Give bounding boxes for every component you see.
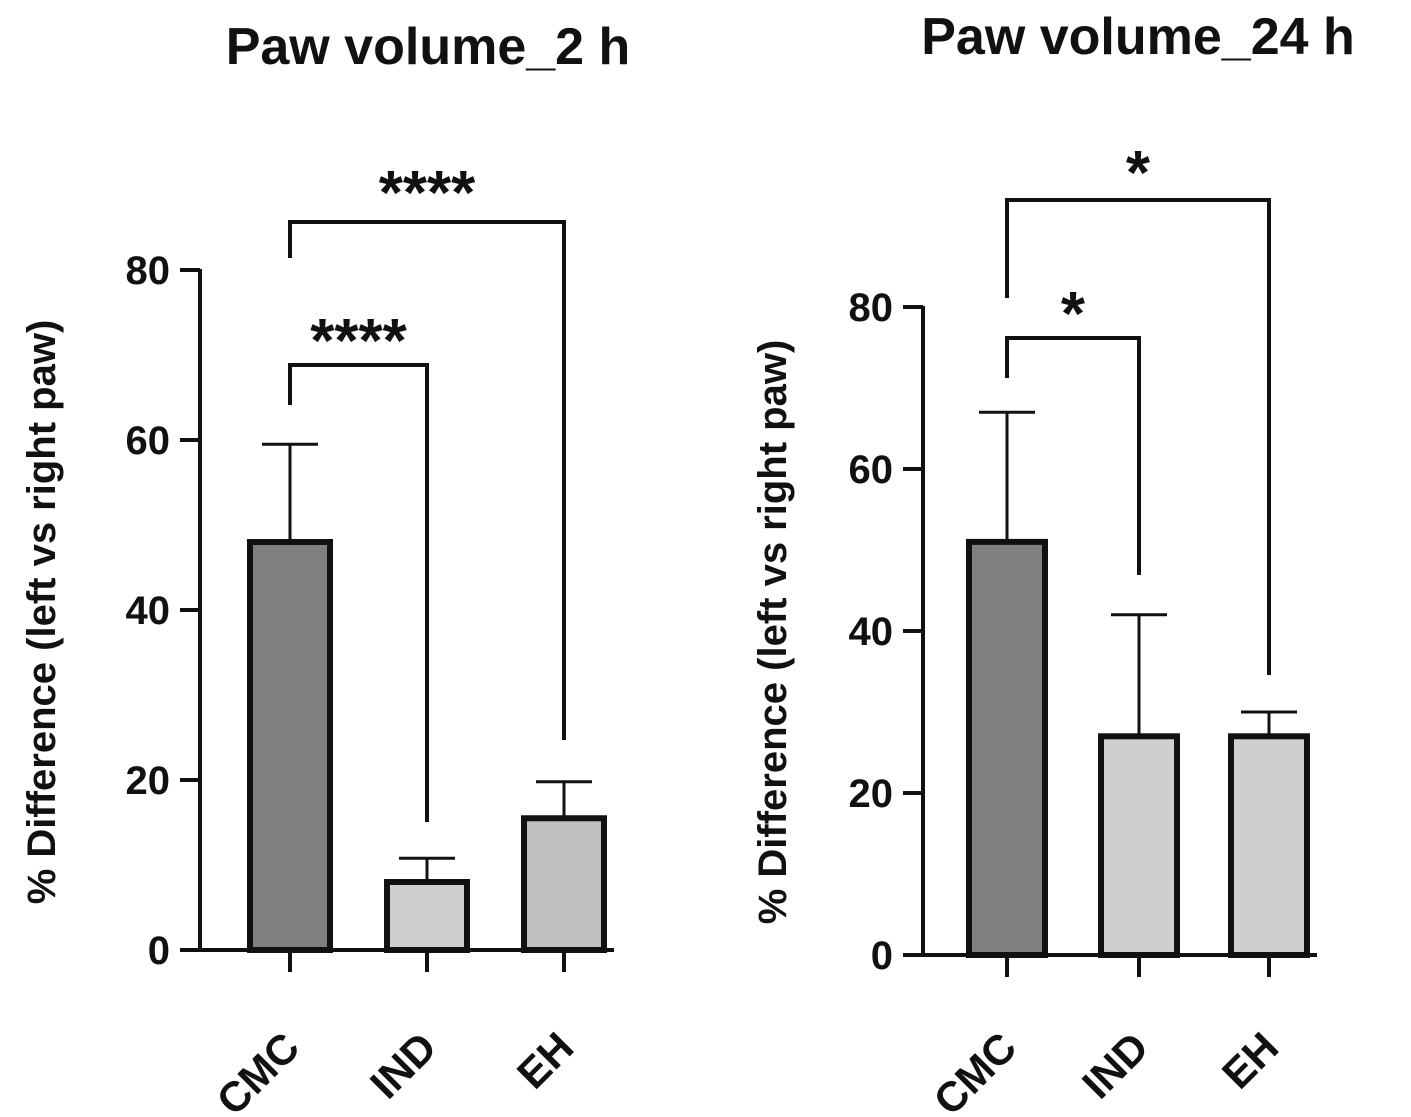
y-tick-label: 0 [148,929,170,973]
y-tick-label: 40 [126,589,171,633]
significance-label: * [1126,139,1151,208]
significance-label: **** [310,307,407,376]
x-category-label: CMC [207,1023,308,1117]
x-category-label: IND [361,1023,445,1107]
y-axis-label: % Difference (left vs right paw) [751,340,795,925]
chart-paw-volume-2h: Paw volume_2 h % Difference (left vs rig… [20,18,630,1117]
y-tick-label: 40 [849,610,894,654]
significance-label: * [1061,280,1086,349]
significance-bracket [288,220,566,740]
chart-paw-volume-24h: Paw volume_24 h % Difference (left vs ri… [751,8,1355,1117]
bar-ind [384,879,470,953]
significance-label: **** [379,159,476,228]
bar-cmc [966,538,1048,959]
y-tick-label: 60 [849,448,894,492]
y-tick-label: 0 [871,934,893,978]
y-tick-label: 20 [126,759,171,803]
significance-bracket [288,363,429,822]
bar-cmc [247,539,333,953]
x-category-label: IND [1073,1023,1157,1107]
significance-bracket [1005,198,1271,675]
x-category-label: EH [1213,1023,1288,1098]
y-tick-label: 60 [126,419,171,463]
bar-eh [521,815,607,953]
bar-ind [1098,733,1180,958]
y-tick-label: 80 [849,286,894,330]
bar-eh [1228,733,1310,958]
y-tick-label: 80 [126,249,171,293]
x-category-label: CMC [924,1023,1025,1117]
x-category-label: EH [508,1023,583,1098]
y-tick-label: 20 [849,772,894,816]
y-axis-label: % Difference (left vs right paw) [20,320,64,905]
chart-title: Paw volume_2 h [226,18,631,76]
significance-bracket [1005,336,1141,575]
chart-title: Paw volume_24 h [921,8,1355,66]
